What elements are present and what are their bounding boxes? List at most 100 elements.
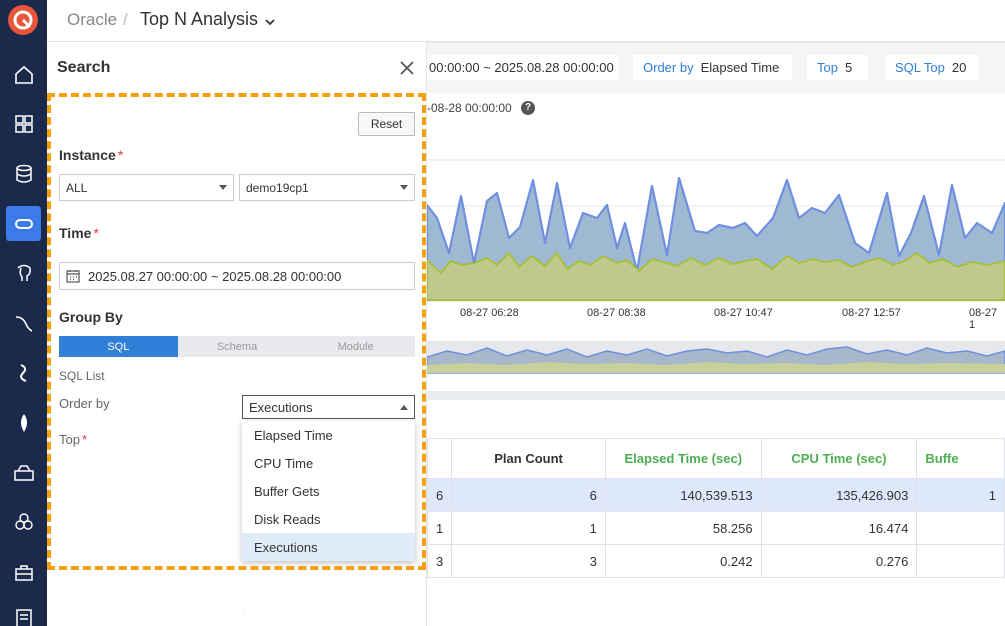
tab-sql[interactable]: SQL xyxy=(59,336,178,357)
app-logo[interactable] xyxy=(8,5,38,35)
table-cell: 1 xyxy=(451,511,606,545)
filter-time-value: 00:00:00 ~ 2025.08.28 00:00:00 xyxy=(429,60,614,75)
group-by-tabs: SQL Schema Module xyxy=(59,336,415,357)
required-mark: * xyxy=(93,225,99,241)
database-select-value: demo19cp1 xyxy=(246,180,309,195)
x-tick-label: 08-27 10:47 xyxy=(714,307,773,319)
caret-up-icon xyxy=(400,404,408,410)
caret-down-icon xyxy=(400,185,408,190)
filter-top[interactable]: Top 5 xyxy=(807,55,868,80)
help-icon[interactable]: ? xyxy=(521,101,535,115)
tools-icon[interactable] xyxy=(6,455,41,490)
top-label: Top * xyxy=(59,432,87,447)
table-cell: 0.276 xyxy=(760,544,918,578)
group-by-label: Group By xyxy=(59,309,123,325)
caret-down-icon xyxy=(219,185,227,190)
close-icon[interactable] xyxy=(399,60,415,76)
annotation-highlight-box xyxy=(47,93,426,570)
trend-chart xyxy=(427,159,1005,374)
table-cell: 1 xyxy=(916,478,1005,512)
trend-chart-panel: -08-28 00:00:00 ? 08-27 06:28 08-27 08:3… xyxy=(427,93,1005,391)
time-label-text: Time xyxy=(59,225,92,241)
calendar-icon[interactable] xyxy=(66,269,80,283)
report-icon[interactable] xyxy=(6,600,41,626)
table-cell: 3 xyxy=(451,544,606,578)
table-cell: 140,539.513 xyxy=(604,478,762,512)
briefcase-icon[interactable] xyxy=(6,555,41,590)
dropdown-option[interactable]: Disk Reads xyxy=(254,511,321,527)
postgresql-icon[interactable] xyxy=(6,255,41,290)
mongodb-icon[interactable] xyxy=(6,405,41,440)
sqlserver-icon[interactable] xyxy=(6,355,41,390)
table-row[interactable]: 3 3 0.242 0.276 xyxy=(426,544,1005,578)
reset-button[interactable]: Reset xyxy=(358,112,415,136)
top-header: Oracle / Top N Analysis xyxy=(47,0,1005,42)
order-by-dropdown: Elapsed Time CPU Time Buffer Gets Disk R… xyxy=(242,421,415,561)
filter-order-by-label: Order by xyxy=(643,60,694,75)
home-icon[interactable] xyxy=(6,57,41,92)
time-range-value: 2025.08.27 00:00:00 ~ 2025.08.28 00:00:0… xyxy=(88,268,342,284)
dashboard-grid-icon[interactable] xyxy=(6,106,41,141)
table-header-buffer[interactable]: Buffe xyxy=(916,438,1005,479)
table-cell xyxy=(916,544,1005,578)
result-table: Plan Count Elapsed Time (sec) CPU Time (… xyxy=(426,438,1005,578)
secondary-area xyxy=(427,252,1005,301)
table-cell xyxy=(916,511,1005,545)
table-cell: 3 xyxy=(426,544,453,578)
table-header-plan-count[interactable]: Plan Count xyxy=(451,438,606,479)
tab-module[interactable]: Module xyxy=(337,340,374,353)
time-range-input[interactable]: 2025.08.27 00:00:00 ~ 2025.08.28 00:00:0… xyxy=(59,262,415,290)
table-cell: 6 xyxy=(451,478,606,512)
required-mark: * xyxy=(117,147,124,163)
order-by-select-value: Executions xyxy=(249,399,313,415)
x-tick-label: 08-27 08:38 xyxy=(587,307,646,319)
filter-time-range[interactable]: 00:00:00 ~ 2025.08.28 00:00:00 xyxy=(419,55,619,80)
table-header-cpu[interactable]: CPU Time (sec) xyxy=(760,438,918,479)
breadcrumb-root[interactable]: Oracle xyxy=(67,10,118,29)
search-panel-title: Search xyxy=(57,59,111,76)
filter-bar: 00:00:00 ~ 2025.08.28 00:00:00 Order by … xyxy=(419,43,1005,93)
table-row[interactable]: 6 6 140,539.513 135,426.903 1 xyxy=(426,478,1005,512)
order-by-select[interactable]: Executions xyxy=(242,395,415,419)
chevron-down-icon[interactable] xyxy=(264,14,276,32)
x-tick-label: 08-27 1 xyxy=(969,307,998,331)
mysql-icon[interactable] xyxy=(6,305,41,340)
annotation-caption: 表示条件の指定 xyxy=(110,589,328,624)
tab-schema[interactable]: Schema xyxy=(216,340,258,353)
filter-order-by-value: Elapsed Time xyxy=(700,60,780,75)
filter-top-value: 5 xyxy=(844,60,853,75)
page-title[interactable]: Top N Analysis xyxy=(140,9,259,29)
top-label-text: Top xyxy=(59,432,80,447)
table-cell: 1 xyxy=(426,511,453,545)
instance-label-text: Instance xyxy=(59,147,116,163)
left-nav xyxy=(0,0,47,626)
filter-order-by[interactable]: Order by Elapsed Time xyxy=(633,55,792,80)
filter-sql-top-value: 20 xyxy=(951,60,967,75)
table-row[interactable]: 1 1 58.256 16.474 xyxy=(426,511,1005,545)
dropdown-option[interactable]: Elapsed Time xyxy=(254,427,333,443)
instance-select-value: ALL xyxy=(66,180,88,195)
cluster-icon[interactable] xyxy=(6,505,41,540)
table-cell: 58.256 xyxy=(604,511,762,545)
dropdown-option[interactable]: CPU Time xyxy=(254,455,314,471)
filter-sql-top[interactable]: SQL Top 20 xyxy=(885,55,979,80)
table-cell: 16.474 xyxy=(760,511,918,545)
time-label: Time * xyxy=(59,225,99,241)
dropdown-option[interactable]: Buffer Gets xyxy=(254,483,320,499)
table-cell: 0.242 xyxy=(604,544,762,578)
dropdown-option[interactable]: Executions xyxy=(242,533,415,561)
chart-date-label: -08-28 00:00:00 xyxy=(427,101,512,115)
filter-sql-top-label: SQL Top xyxy=(895,60,945,75)
table-cell: 135,426.903 xyxy=(760,478,918,512)
result-table-panel: Plan Count Elapsed Time (sec) CPU Time (… xyxy=(426,400,1005,626)
order-by-label: Order by xyxy=(59,396,110,411)
database-icon[interactable] xyxy=(6,156,41,191)
oracle-icon[interactable] xyxy=(6,206,41,241)
required-mark: * xyxy=(81,432,88,447)
x-tick-label: 08-27 12:57 xyxy=(842,307,901,319)
table-header-elapsed[interactable]: Elapsed Time (sec) xyxy=(604,438,762,479)
table-header-lead xyxy=(426,438,453,479)
database-select[interactable]: demo19cp1 xyxy=(239,174,415,201)
instance-select[interactable]: ALL xyxy=(59,174,234,201)
breadcrumb-separator: / xyxy=(123,10,128,29)
